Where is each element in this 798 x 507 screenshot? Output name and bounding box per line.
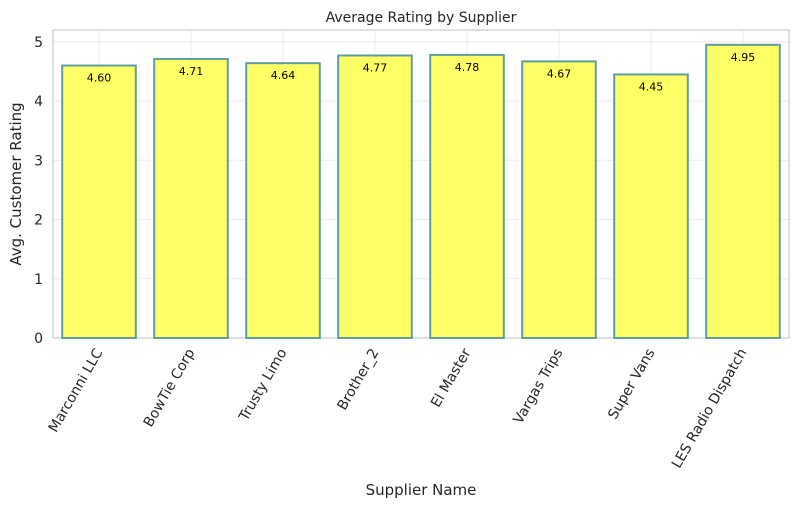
x-axis-label: Supplier Name bbox=[366, 481, 477, 499]
chart-title: Average Rating by Supplier bbox=[326, 10, 517, 26]
bar bbox=[337, 54, 413, 339]
y-tick-label: 0 bbox=[34, 331, 43, 347]
bar bbox=[153, 58, 229, 340]
bar bbox=[613, 73, 689, 340]
bar bbox=[61, 64, 137, 340]
bar bbox=[245, 62, 321, 340]
y-tick-labels: 0 1 2 3 4 5 bbox=[34, 35, 43, 347]
bar-value-label: 4.67 bbox=[547, 67, 572, 80]
bar bbox=[705, 43, 781, 340]
x-tick-label: Marconni LLC bbox=[46, 346, 107, 435]
bar-value-label: 4.60 bbox=[87, 72, 112, 85]
x-tick-labels: Marconni LLC BowTie Corp Trusty Limo Brothe… bbox=[46, 346, 751, 471]
bar-value-label: 4.78 bbox=[455, 61, 480, 74]
y-axis-label: Avg. Customer Rating bbox=[7, 102, 25, 265]
x-tick-label: BowTie Corp bbox=[141, 346, 199, 430]
bars: 4.60 4.71 4.64 4.77 4.78 4.67 4.45 4.95 bbox=[61, 43, 781, 340]
bar-value-label: 4.71 bbox=[179, 65, 204, 78]
bar bbox=[429, 53, 505, 339]
x-tick-label: El Master bbox=[428, 346, 474, 410]
x-tick-label: Super Vans bbox=[605, 346, 658, 422]
x-tick-label: Brother_2 bbox=[334, 346, 382, 413]
y-tick-label: 1 bbox=[34, 272, 43, 288]
plot-frame bbox=[52, 29, 790, 339]
bar-value-label: 4.45 bbox=[639, 80, 664, 93]
x-tick-label: Vargas Trips bbox=[511, 346, 567, 427]
bar-value-label: 4.77 bbox=[363, 61, 388, 74]
y-tick-label: 3 bbox=[34, 153, 43, 169]
y-tick-label: 5 bbox=[34, 35, 43, 51]
y-tick-label: 4 bbox=[34, 94, 43, 110]
y-tick-label: 2 bbox=[34, 213, 43, 229]
x-tick-label: Trusty Limo bbox=[236, 346, 291, 425]
bar-value-label: 4.95 bbox=[731, 51, 756, 64]
bar bbox=[521, 60, 597, 340]
x-tick-label: LES Radio Dispatch bbox=[669, 346, 750, 471]
bar-value-label: 4.64 bbox=[271, 69, 296, 82]
